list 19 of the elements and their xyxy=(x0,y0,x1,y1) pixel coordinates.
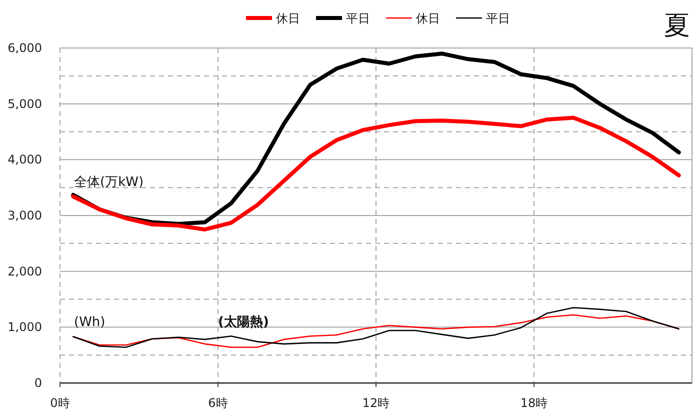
legend-label: 休日 xyxy=(276,12,300,26)
x-tick-label: 12時 xyxy=(362,396,390,410)
y-tick-label: 0 xyxy=(34,376,42,390)
annotation: 全体(万kW) xyxy=(74,175,144,190)
y-tick-label: 2,000 xyxy=(8,264,42,278)
chart-title: 夏 xyxy=(664,11,690,41)
x-tick-label: 18時 xyxy=(520,396,548,410)
y-tick-label: 5,000 xyxy=(8,96,42,111)
legend-label: 休日 xyxy=(416,12,440,26)
x-tick-label: 0時 xyxy=(50,396,70,410)
y-tick-label: 1,000 xyxy=(8,320,42,334)
legend-label: 平日 xyxy=(486,12,510,26)
y-tick-label: 6,000 xyxy=(8,41,42,55)
annotation: (Wh) xyxy=(74,315,106,330)
legend-label: 平日 xyxy=(346,12,370,26)
y-tick-label: 3,000 xyxy=(8,208,42,222)
x-tick-label: 6時 xyxy=(208,396,228,410)
annotation: (太陽熱) xyxy=(218,314,269,330)
y-tick-label: 4,000 xyxy=(8,152,42,167)
